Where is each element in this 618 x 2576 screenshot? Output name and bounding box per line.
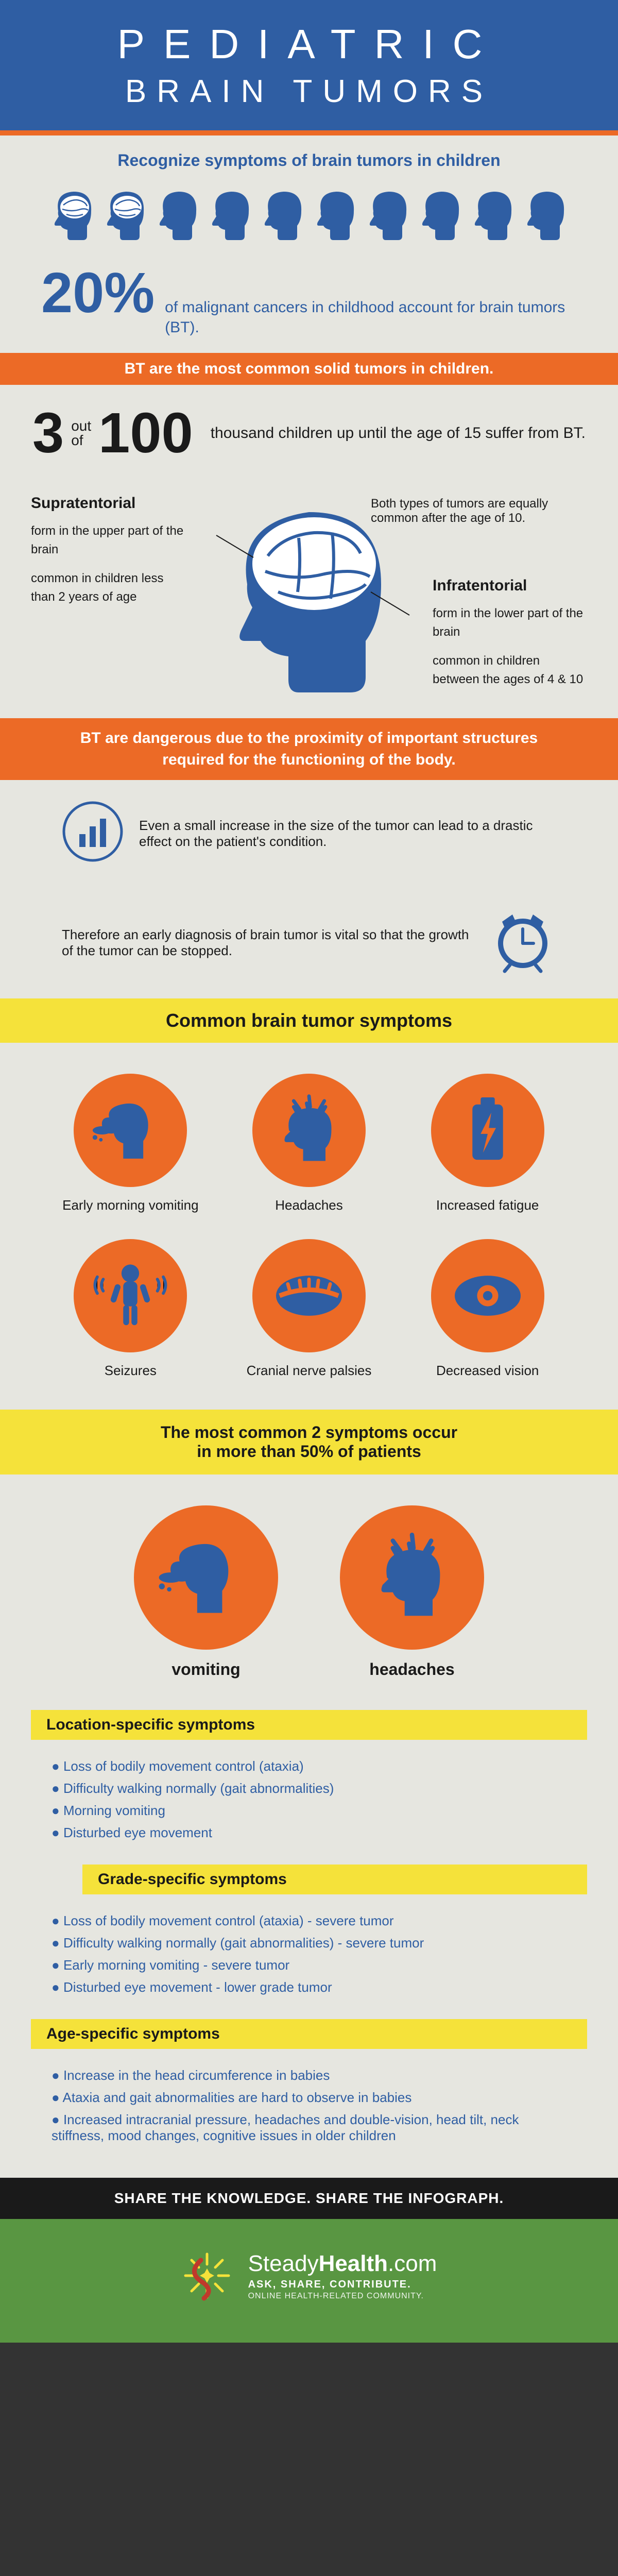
head-icon <box>257 185 308 245</box>
symptom-eye-open: Decreased vision <box>431 1239 544 1379</box>
fact-bar-2: BT are dangerous due to the proximity of… <box>0 718 618 780</box>
head-icon <box>415 185 466 245</box>
infra-text-b: common in children between the ages of 4… <box>433 652 587 689</box>
symptom-label: Cranial nerve palsies <box>247 1363 372 1379</box>
supratentorial-col: Supratentorial form in the upper part of… <box>31 492 185 698</box>
stat3-n2: 100 <box>98 400 193 466</box>
head-icon <box>310 185 361 245</box>
supra-text-b: common in children less than 2 years of … <box>31 569 185 606</box>
symptom-label: Headaches <box>252 1197 366 1213</box>
subheader: Recognize symptoms of brain tumors in ch… <box>0 135 618 185</box>
logo-icon <box>181 2250 233 2301</box>
infratentorial-col: Infratentorial form in the lower part of… <box>433 574 587 698</box>
list-item: Increase in the head circumference in ba… <box>52 2064 566 2087</box>
head-icon <box>520 185 571 245</box>
alarm-clock-icon <box>489 907 556 978</box>
symptom-label: headaches <box>340 1660 484 1679</box>
eye-closed-icon <box>252 1239 366 1352</box>
seizure-icon <box>74 1239 187 1352</box>
heads-row <box>0 185 618 255</box>
symptom-eye-closed: Cranial nerve palsies <box>247 1239 372 1379</box>
bar-chart-icon <box>62 801 124 866</box>
headache-icon <box>252 1074 366 1187</box>
top-symptom-headache: headaches <box>340 1505 484 1679</box>
brain-section: Both types of tumors are equally common … <box>0 481 618 718</box>
two-symptoms-row: vomiting headaches <box>0 1475 618 1710</box>
infra-title: Infratentorial <box>433 574 587 597</box>
eye-open-icon <box>431 1239 544 1352</box>
symptom-label: Seizures <box>74 1363 187 1379</box>
brand-text: SteadyHealth.com ASK, SHARE, CONTRIBUTE.… <box>248 2251 437 2301</box>
head-icon <box>362 185 414 245</box>
symptom-label: vomiting <box>134 1660 278 1679</box>
battery-icon <box>431 1074 544 1187</box>
head-icon-brain <box>99 185 151 245</box>
symptom-seizure: Seizures <box>74 1239 187 1379</box>
grade-specific-title: Grade-specific symptoms <box>82 1865 587 1894</box>
infographic: PEDIATRIC BRAIN TUMORS Recognize symptom… <box>0 0 618 2343</box>
brand-name: SteadyHealth.com <box>248 2251 437 2277</box>
symptom-battery: Increased fatigue <box>431 1074 544 1213</box>
infra-text-a: form in the lower part of the brain <box>433 604 587 641</box>
grade-specific-list: Loss of bodily movement control (ataxia)… <box>0 1894 618 2019</box>
head-icon-brain <box>47 185 98 245</box>
age-specific-title: Age-specific symptoms <box>31 2019 587 2049</box>
symptoms-grid: Early morning vomiting Headaches Increas… <box>0 1043 618 1410</box>
list-item: Difficulty walking normally (gait abnorm… <box>52 1777 566 1800</box>
list-item: Loss of bodily movement control (ataxia)… <box>52 1910 566 1932</box>
title-line1: PEDIATRIC <box>10 21 608 68</box>
info-block-2: Therefore an early diagnosis of brain tu… <box>0 887 618 998</box>
brain-top-note: Both types of tumors are equally common … <box>371 497 566 526</box>
share-bar: SHARE THE KNOWLEDGE. SHARE THE INFOGRAPH… <box>0 2178 618 2219</box>
list-item: Disturbed eye movement - lower grade tum… <box>52 1976 566 1998</box>
supra-title: Supratentorial <box>31 492 185 515</box>
list-item: Ataxia and gait abnormalities are hard t… <box>52 2087 566 2109</box>
stat-3-of-100: 3 out of 100 thousand children up until … <box>0 385 618 481</box>
brand-tagline-1: ASK, SHARE, CONTRIBUTE. <box>248 2279 437 2291</box>
info-block-1: Even a small increase in the size of the… <box>0 780 618 887</box>
title-line2: BRAIN TUMORS <box>10 73 608 110</box>
info1-text: Even a small increase in the size of the… <box>139 818 556 850</box>
symptom-label: Increased fatigue <box>431 1197 544 1213</box>
list-item: Disturbed eye movement <box>52 1822 566 1844</box>
age-specific-list: Increase in the head circumference in ba… <box>0 2049 618 2167</box>
fact-bar-1: BT are the most common solid tumors in c… <box>0 353 618 385</box>
band-common-symptoms: Common brain tumor symptoms <box>0 998 618 1043</box>
symptom-headache: Headaches <box>252 1074 366 1213</box>
top-symptom-vomit: vomiting <box>134 1505 278 1679</box>
band-two-symptoms: The most common 2 symptoms occur in more… <box>0 1410 618 1475</box>
footer: SteadyHealth.com ASK, SHARE, CONTRIBUTE.… <box>0 2219 618 2343</box>
stat20-text: of malignant cancers in childhood accoun… <box>165 297 577 337</box>
stat3-n1: 3 <box>32 400 64 466</box>
stat-20-percent: 20% of malignant cancers in childhood ac… <box>0 255 618 353</box>
head-icon <box>204 185 256 245</box>
head-icon <box>152 185 203 245</box>
vomit-icon <box>134 1505 278 1650</box>
headache-icon <box>340 1505 484 1650</box>
head-icon <box>467 185 519 245</box>
list-item: Increased intracranial pressure, headach… <box>52 2109 566 2147</box>
vomit-icon <box>74 1074 187 1187</box>
stat20-value: 20% <box>41 260 154 326</box>
stat3-of: out of <box>71 419 91 448</box>
brand-tagline-2: ONLINE HEALTH-RELATED COMMUNITY. <box>248 2292 437 2301</box>
list-item: Morning vomiting <box>52 1800 566 1822</box>
list-item: Loss of bodily movement control (ataxia) <box>52 1755 566 1777</box>
header: PEDIATRIC BRAIN TUMORS <box>0 0 618 135</box>
list-item: Early morning vomiting - severe tumor <box>52 1954 566 1976</box>
location-specific-title: Location-specific symptoms <box>31 1710 587 1740</box>
list-item: Difficulty walking normally (gait abnorm… <box>52 1932 566 1954</box>
location-specific-list: Loss of bodily movement control (ataxia)… <box>0 1740 618 1865</box>
symptom-vomit: Early morning vomiting <box>62 1074 198 1213</box>
symptom-label: Early morning vomiting <box>62 1197 198 1213</box>
info2-text: Therefore an early diagnosis of brain tu… <box>62 927 474 959</box>
stat3-text: thousand children up until the age of 15… <box>211 423 586 443</box>
symptom-label: Decreased vision <box>431 1363 544 1379</box>
supra-text-a: form in the upper part of the brain <box>31 522 185 559</box>
